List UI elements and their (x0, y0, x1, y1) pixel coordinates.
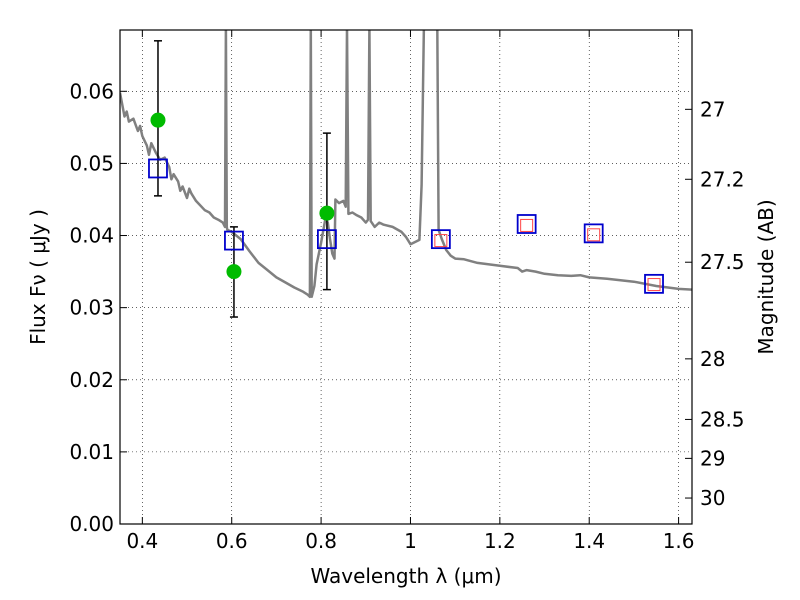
model-point-square (224, 230, 244, 251)
model-point-square (644, 273, 664, 294)
observed-point (150, 112, 166, 128)
y-axis-title: Flux Fν ( μJy ) (26, 209, 50, 345)
grid (120, 30, 692, 525)
model-point-square (583, 223, 604, 244)
y-tick-label: 0.00 (69, 512, 114, 536)
synthetic-point-square (520, 218, 534, 232)
model-point-square (317, 229, 337, 250)
plot-frame (119, 29, 693, 525)
observed-point (319, 205, 335, 221)
x-tick-label: 0.8 (305, 529, 337, 553)
x-tick-label: 1.2 (484, 529, 516, 553)
y2-tick-label: 27.5 (700, 250, 745, 274)
y-tick-label: 0.06 (69, 79, 114, 103)
synthetic-point-square (587, 228, 601, 242)
y-tick-label: 0.03 (69, 296, 114, 320)
y2-tick-label: 28 (700, 347, 725, 371)
synthetic-point-square (647, 278, 661, 292)
x-axis-title: Wavelength λ (μm) (310, 564, 501, 588)
x-tick-label: 1.4 (573, 529, 605, 553)
y-tick-label: 0.01 (69, 440, 114, 464)
x-tick-label: 1.6 (663, 529, 695, 553)
synthetic-point-square (434, 234, 448, 248)
x-tick-label: 0.6 (216, 529, 248, 553)
y-tick-label: 0.05 (69, 151, 114, 175)
model-spectrum-line (120, 30, 692, 299)
y2-axis-title: Magnitude (AB) (754, 199, 778, 354)
model-point-square (148, 158, 168, 179)
y-tick-label: 0.02 (69, 368, 114, 392)
y2-tick-label: 30 (700, 486, 725, 510)
y2-tick-label: 27.2 (700, 167, 745, 191)
data-layer (120, 30, 692, 318)
y2-tick-label: 27 (700, 97, 725, 121)
y-tick-label: 0.04 (69, 224, 114, 248)
model-point-square (516, 214, 537, 234)
y2-tick-label: 28.5 (700, 407, 745, 431)
ticks: 0.4 0.6 0.8 1 1.2 1.4 1.6 0.00 0.01 0.02 0.03 0.04 0… (69, 30, 745, 553)
y2-tick-label: 29 (700, 446, 725, 470)
x-tick-label: 1 (404, 529, 417, 553)
x-tick-label: 0.4 (126, 529, 158, 553)
model-point-square (430, 229, 451, 250)
observed-point (226, 264, 242, 280)
